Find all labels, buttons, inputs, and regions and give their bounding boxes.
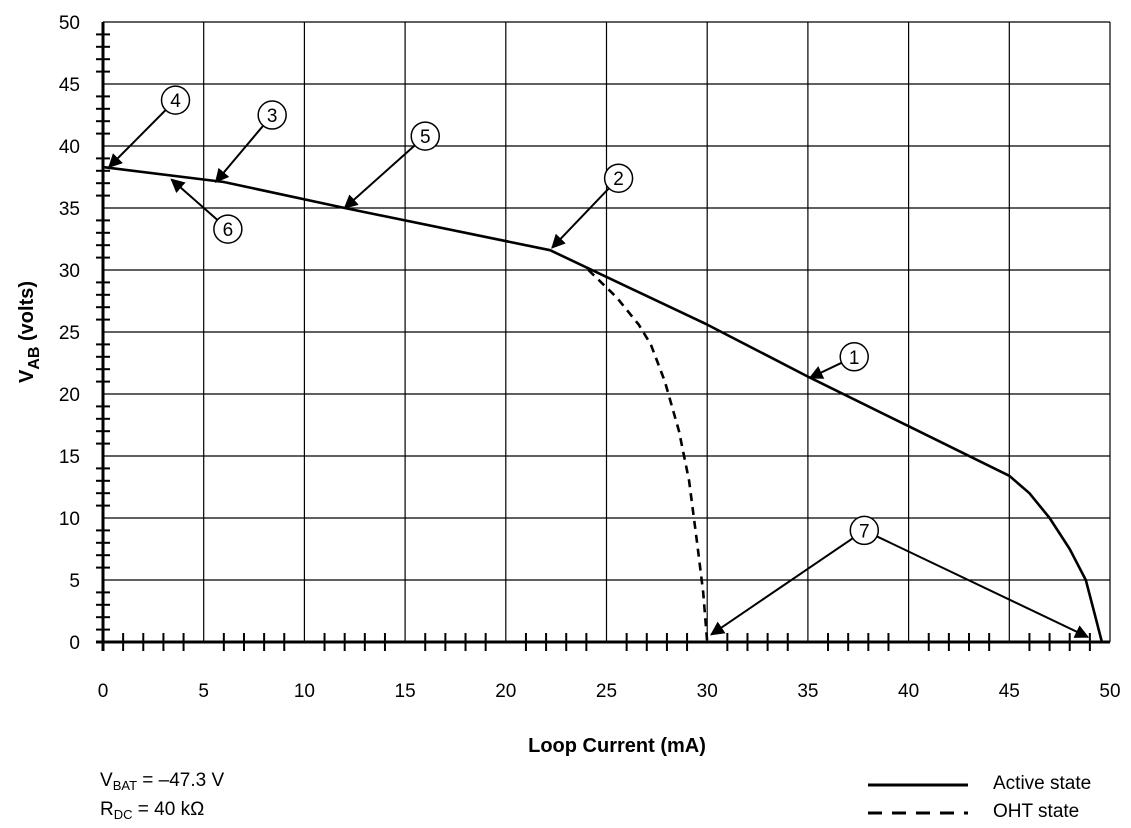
axes [96, 22, 1110, 651]
callout-circle-5 [410, 121, 440, 151]
callout-arrow-2 [551, 187, 610, 249]
y-tick-label: 35 [59, 199, 80, 220]
y-tick-label: 30 [59, 261, 80, 282]
legend-label-active: Active state [993, 773, 1092, 794]
x-tick-labels: 0 5 10 15 20 25 30 35 40 45 50 [98, 681, 1121, 702]
callout-label-6: 6 [223, 220, 234, 241]
y-tick-label: 25 [59, 323, 80, 344]
callout-arrow-7 [710, 537, 854, 636]
vbat-note: VBAT = –47.3 V [100, 770, 225, 793]
callout-label-5: 5 [420, 127, 431, 148]
series-line-active-state [102, 165, 1104, 643]
callout-arrow-3 [214, 125, 264, 184]
callout-arrow-4 [108, 109, 167, 169]
callout-circle-7 [849, 515, 880, 546]
callout-label-1: 1 [849, 348, 860, 369]
callout-label-4: 4 [170, 91, 181, 112]
callout-arrow-5 [343, 144, 416, 209]
x-tick-label: 45 [999, 681, 1020, 702]
y-axis-title-main: V [16, 369, 38, 383]
callout-label-2: 2 [613, 169, 624, 190]
x-tick-label: 30 [697, 681, 718, 702]
callout-circle-6 [213, 214, 243, 244]
series [102, 165, 1104, 643]
grid [103, 21, 1111, 642]
y-tick-label: 45 [59, 75, 80, 96]
y-tick-label: 10 [59, 509, 80, 530]
x-tick-label: 50 [1099, 681, 1120, 702]
callout-label-7: 7 [859, 521, 870, 542]
y-axis-title-rest: (volts) [16, 281, 38, 347]
minor-ticks [96, 33, 1091, 651]
callout-arrow-6 [170, 178, 219, 221]
rdc-note: RDC = 40 kΩ [100, 799, 205, 822]
y-tick-label: 15 [59, 447, 80, 468]
y-axis-title: VAB (volts) [16, 281, 43, 383]
y-axis-title-sub: AB [26, 347, 43, 370]
x-tick-label: 5 [198, 681, 209, 702]
x-tick-label: 15 [395, 681, 416, 702]
callout-circle-4 [160, 85, 191, 115]
y-tick-label: 20 [59, 385, 80, 406]
callout-circle-3 [257, 100, 287, 130]
legend-label-oht: OHT state [993, 801, 1080, 822]
callout-circle-1 [839, 342, 869, 372]
y-tick-label: 40 [59, 137, 80, 158]
x-tick-label: 0 [98, 681, 109, 702]
y-tick-label: 5 [69, 571, 80, 592]
x-tick-label: 10 [294, 681, 315, 702]
legend [868, 783, 968, 815]
y-tick-label: 0 [69, 633, 80, 654]
x-tick-label: 35 [797, 681, 818, 702]
callouts: 1 2 3 4 5 6 7 [108, 85, 1090, 638]
callout-arrow-7 [876, 535, 1090, 638]
x-axis-title: Loop Current (mA) [528, 735, 706, 757]
series-line-oht-state [587, 269, 709, 643]
x-tick-label: 25 [596, 681, 617, 702]
callout-label-3: 3 [267, 106, 278, 127]
callout-arrow-1 [808, 361, 843, 379]
x-tick-label: 20 [495, 681, 516, 702]
x-tick-label: 40 [898, 681, 919, 702]
y-tick-labels: 0 5 10 15 20 25 30 35 40 45 50 [59, 13, 80, 654]
y-tick-label: 50 [59, 13, 80, 34]
callout-circle-2 [603, 163, 634, 193]
